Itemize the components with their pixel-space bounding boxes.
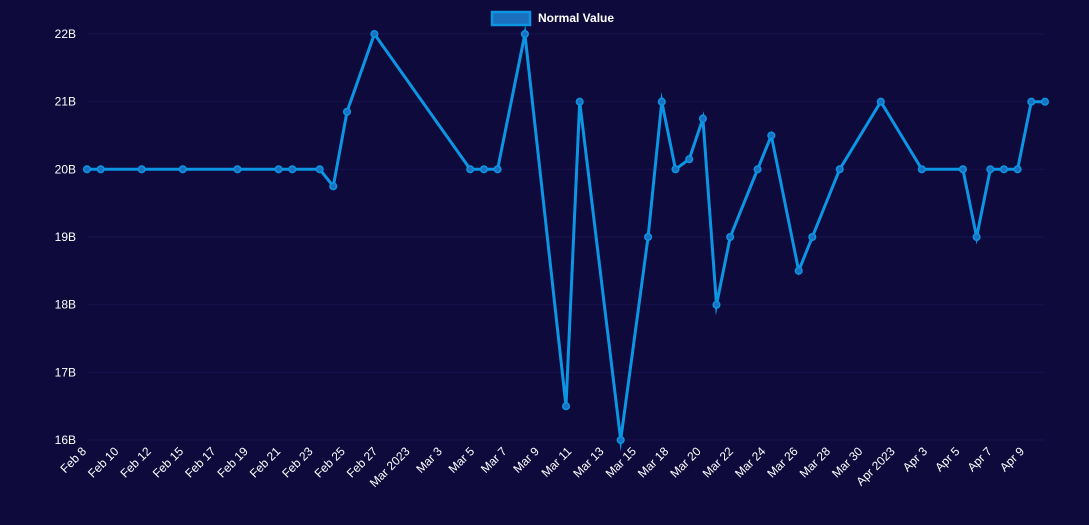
data-point[interactable] bbox=[315, 165, 324, 174]
x-tick-label: Mar 15 bbox=[603, 444, 640, 481]
x-tick-label: Feb 15 bbox=[150, 444, 187, 481]
x-tick-label: Mar 5 bbox=[446, 444, 478, 476]
data-point[interactable] bbox=[794, 266, 803, 275]
x-tick-label: Mar 18 bbox=[635, 444, 672, 481]
y-tick-label: 22B bbox=[55, 27, 76, 41]
x-tick-label: Feb 12 bbox=[117, 444, 154, 481]
x-tick-label: Mar 11 bbox=[539, 444, 575, 480]
data-point[interactable] bbox=[329, 182, 338, 191]
x-tick-label: Mar 7 bbox=[478, 444, 510, 476]
data-point[interactable] bbox=[712, 300, 721, 309]
data-point[interactable] bbox=[288, 165, 297, 174]
data-point[interactable] bbox=[835, 165, 844, 174]
data-point[interactable] bbox=[178, 165, 187, 174]
data-point[interactable] bbox=[96, 165, 105, 174]
data-point[interactable] bbox=[616, 435, 625, 445]
data-point[interactable] bbox=[917, 165, 926, 174]
data-point[interactable] bbox=[233, 165, 242, 174]
data-point[interactable] bbox=[753, 165, 762, 174]
y-tick-label: 16B bbox=[55, 433, 76, 447]
y-axis: 16B 17B 18B 19B 20B 21B 22B bbox=[55, 27, 76, 447]
data-point[interactable] bbox=[575, 97, 584, 106]
data-point[interactable] bbox=[137, 165, 146, 174]
data-point[interactable] bbox=[342, 107, 352, 116]
legend-label[interactable]: Normal Value bbox=[538, 11, 614, 25]
data-point[interactable] bbox=[999, 165, 1008, 174]
x-tick-label: Mar 26 bbox=[764, 444, 801, 481]
data-point[interactable] bbox=[685, 155, 694, 164]
data-point[interactable] bbox=[520, 29, 529, 39]
x-tick-label: Feb 10 bbox=[85, 444, 122, 481]
data-point[interactable] bbox=[1027, 97, 1036, 106]
data-point[interactable] bbox=[466, 165, 475, 174]
data-point[interactable] bbox=[479, 165, 488, 174]
data-point[interactable] bbox=[370, 29, 379, 39]
data-point[interactable] bbox=[493, 165, 502, 174]
x-tick-label: Apr 7 bbox=[965, 444, 995, 474]
data-point[interactable] bbox=[986, 165, 995, 174]
data-point[interactable] bbox=[972, 232, 981, 242]
x-tick-label: Feb 23 bbox=[279, 444, 316, 481]
y-tick-label: 18B bbox=[55, 298, 76, 312]
x-tick-label: Mar 9 bbox=[510, 444, 542, 476]
data-point[interactable] bbox=[1013, 165, 1022, 174]
legend-swatch[interactable] bbox=[490, 10, 532, 27]
legend[interactable]: Normal Value bbox=[490, 10, 614, 27]
data-point[interactable] bbox=[644, 232, 653, 242]
x-tick-label: Apr 5 bbox=[932, 444, 962, 474]
data-point[interactable] bbox=[1040, 97, 1050, 106]
x-tick-label: Feb 21 bbox=[247, 444, 284, 481]
x-tick-label: Feb 19 bbox=[215, 444, 252, 481]
x-tick-label: Mar 24 bbox=[732, 444, 769, 481]
data-point[interactable] bbox=[958, 165, 967, 174]
y-tick-label: 19B bbox=[55, 230, 76, 244]
y-tick-label: 21B bbox=[55, 95, 76, 109]
y-tick-label: 20B bbox=[55, 162, 76, 176]
data-point[interactable] bbox=[808, 232, 817, 242]
data-point[interactable] bbox=[561, 402, 571, 411]
x-tick-label: Mar 20 bbox=[667, 444, 704, 481]
data-point[interactable] bbox=[82, 165, 92, 174]
x-tick-label: Apr 9 bbox=[997, 444, 1027, 474]
data-point[interactable] bbox=[767, 131, 776, 140]
x-tick-label: Apr 3 bbox=[900, 444, 930, 474]
data-point[interactable] bbox=[726, 232, 735, 242]
x-tick-label: Mar 22 bbox=[700, 444, 737, 481]
y-tick-label: 17B bbox=[55, 365, 76, 379]
x-tick-label: Mar 28 bbox=[797, 444, 834, 481]
data-point[interactable] bbox=[671, 165, 680, 174]
data-point[interactable] bbox=[657, 97, 666, 106]
x-tick-label: Mar 3 bbox=[413, 444, 445, 476]
data-point[interactable] bbox=[698, 114, 707, 123]
data-point[interactable] bbox=[876, 97, 885, 106]
x-tick-label: Feb 25 bbox=[312, 444, 349, 481]
x-tick-label: Feb 17 bbox=[182, 444, 219, 481]
series-group bbox=[82, 24, 1050, 452]
data-point[interactable] bbox=[274, 165, 283, 174]
x-tick-label: Mar 13 bbox=[570, 444, 607, 481]
